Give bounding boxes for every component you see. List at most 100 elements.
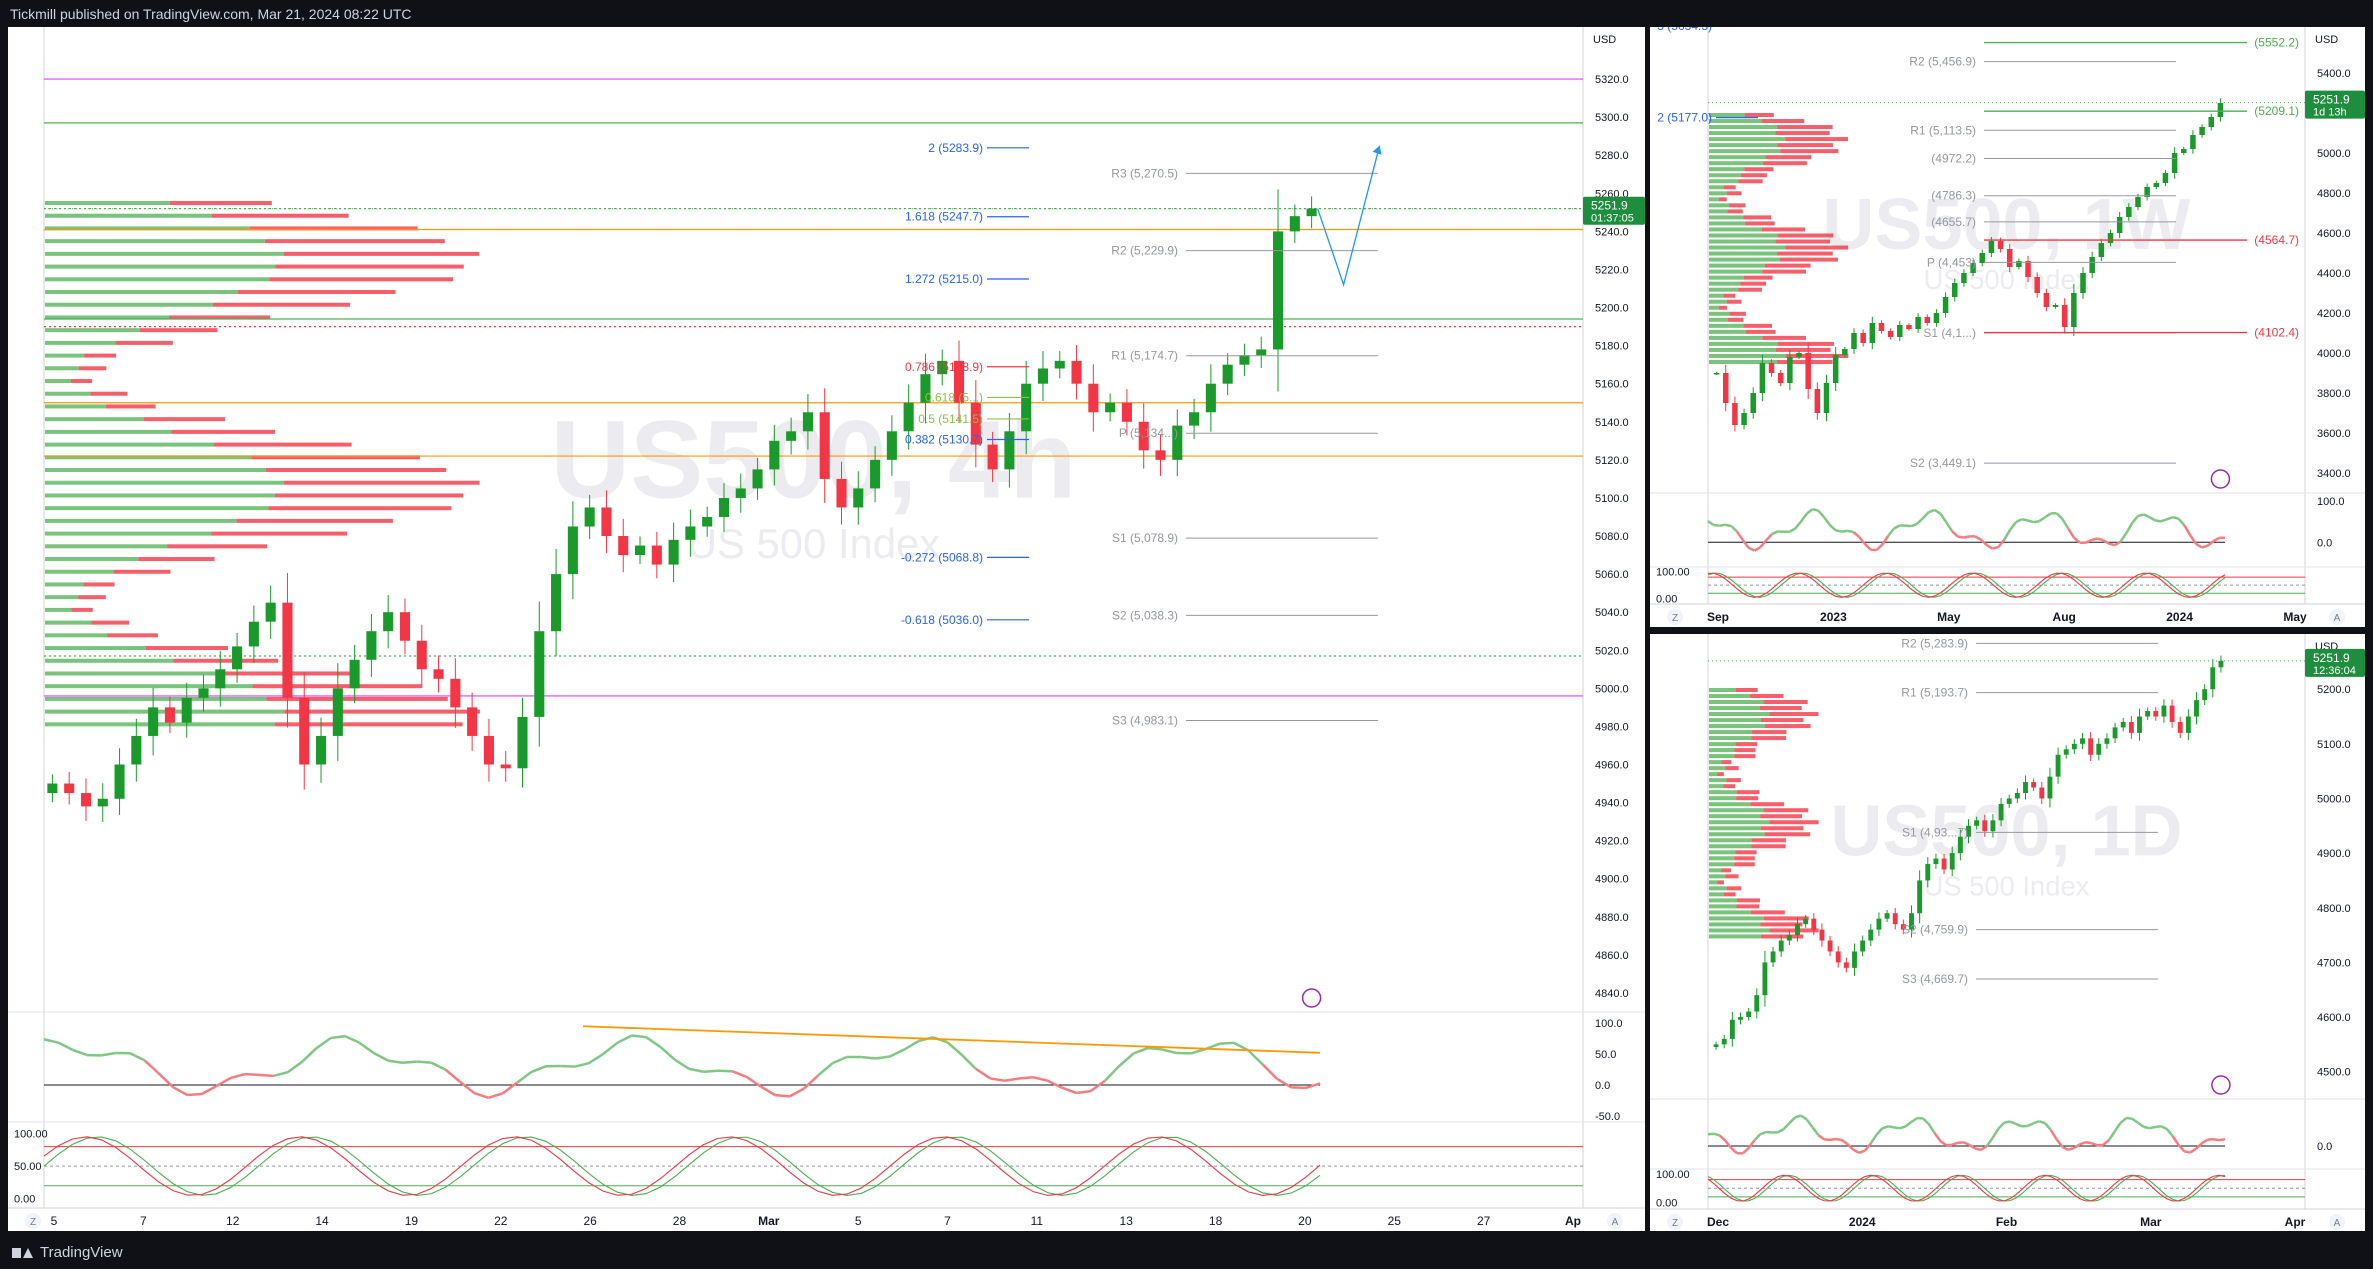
candle-body	[534, 631, 545, 717]
volume-profile-up-bar	[1709, 760, 1722, 765]
candle-body	[1909, 913, 1914, 930]
osc-line-segment	[258, 1073, 274, 1078]
osc-line-segment	[1753, 546, 1761, 552]
osc-line-segment	[1869, 1134, 1878, 1145]
osc-line-segment	[315, 1036, 332, 1050]
osc-line-segment	[2213, 1137, 2220, 1142]
candle-body	[1778, 940, 1784, 952]
volume-profile-down-bar	[1723, 892, 1736, 897]
pivot-level-label: S2 (3,449.1)	[1910, 456, 1976, 470]
candle-body	[1933, 858, 1939, 865]
volume-profile-up-bar	[1709, 742, 1736, 747]
candle-body	[2153, 183, 2160, 187]
volume-profile-up-bar	[1709, 317, 1728, 322]
candle-body	[433, 669, 444, 679]
volume-profile-down-bar	[113, 569, 171, 574]
candle-body	[2194, 700, 2199, 717]
y-tick-label: 5100.0	[1595, 493, 1629, 505]
volume-profile-up-bar	[1709, 688, 1736, 692]
osc-line-segment	[402, 1060, 417, 1064]
osc-line-segment	[502, 1081, 518, 1095]
volume-profile-down-bar	[237, 290, 396, 295]
last-price-tag	[2305, 648, 2365, 677]
osc-line-segment	[861, 1055, 876, 1060]
osc-line-segment	[2149, 1125, 2156, 1130]
candle-body	[1795, 924, 1800, 936]
osc-line-segment	[1004, 1077, 1020, 1082]
y-tick-label: 4840.0	[1595, 988, 1629, 1000]
candle-body	[920, 374, 931, 403]
volume-profile-up-bar	[1709, 131, 1776, 136]
osc-line-segment	[230, 1072, 246, 1080]
volume-profile-down-bar	[1718, 197, 1727, 202]
volume-profile-up-bar	[45, 709, 285, 714]
volume-profile-down-bar	[1736, 904, 1759, 909]
candle-body	[1088, 383, 1099, 413]
osc-line-segment	[2021, 518, 2028, 522]
candle-body	[1256, 349, 1267, 356]
osc-line-segment	[1951, 530, 1959, 538]
candle-body	[903, 402, 914, 432]
osc-line-segment	[2195, 542, 2203, 549]
osc-line-segment	[659, 1046, 676, 1061]
volume-profile-down-bar	[1769, 820, 1819, 825]
candle-body	[752, 469, 763, 489]
main-chart-pane[interactable]: US500, 4h US 500 Index USD 5320.0 5300.0 5280…	[8, 27, 1645, 1231]
candle-body	[1777, 373, 1784, 383]
osc-line-segment	[416, 1060, 432, 1064]
candle-body	[1805, 353, 1811, 389]
volume-profile-down-bar	[1725, 766, 1739, 771]
volume-profile-down-bar	[1726, 299, 1742, 304]
y-tick-label: 4800.0	[2317, 188, 2351, 200]
candle-body	[1770, 951, 1776, 963]
volume-profile-up-bar	[1709, 299, 1727, 304]
candle-body	[1037, 368, 1049, 384]
volume-profile-up-bar	[1709, 113, 1745, 117]
osc-line-segment	[946, 1041, 963, 1056]
volume-profile-up-bar	[1709, 700, 1764, 705]
candle-body	[383, 612, 394, 632]
osc-line-segment	[1893, 1126, 1900, 1130]
osc-line-segment	[975, 1067, 991, 1080]
candle-body	[2218, 660, 2224, 668]
volume-profile-down-bar	[1726, 191, 1742, 196]
candle-body	[2071, 743, 2077, 750]
y-tick-label: 5140.0	[1595, 417, 1629, 429]
volume-profile-up-bar	[1709, 706, 1761, 711]
volume-profile-down-bar	[1745, 221, 1775, 226]
pivot-level-label: S1 (4,1...)	[1923, 326, 1976, 340]
osc-line-segment	[1247, 1049, 1264, 1066]
osc-line-segment	[602, 1041, 619, 1056]
last-price-value: 5251.9	[1591, 199, 1628, 213]
volume-profile-up-bar	[1709, 227, 1762, 232]
osc-line-segment	[1765, 533, 1773, 542]
osc-line-segment	[2026, 1122, 2034, 1128]
y-tick-label: 4700.0	[2317, 957, 2351, 969]
volume-profile-up-bar	[1709, 257, 1780, 262]
volume-profile-down-bar	[211, 213, 349, 218]
osc-line-segment	[1782, 1122, 1791, 1131]
tradingview-brand[interactable]: TradingView	[12, 1244, 123, 1261]
candle-body	[1004, 431, 1015, 470]
candle-body	[2217, 103, 2224, 117]
volume-profile-up-bar	[45, 264, 276, 269]
candle-body	[2162, 173, 2169, 183]
candle-body	[1189, 412, 1200, 426]
volume-profile-down-bar	[1744, 167, 1774, 172]
last-price-tag	[1583, 196, 1645, 225]
candle-body	[1924, 317, 1931, 323]
candle-body	[399, 612, 411, 641]
candle-body	[483, 735, 494, 765]
osc-line-segment	[1161, 1048, 1177, 1055]
candle-body	[2128, 721, 2134, 733]
osc-line-segment	[2015, 1122, 2023, 1128]
stoch-tick-label: 0.00	[1656, 1198, 1677, 1210]
candle-body	[836, 478, 847, 508]
osc-line-segment	[588, 1052, 604, 1065]
volume-profile-down-bar	[211, 531, 348, 536]
daily-chart-pane[interactable]: US500, 1D US 500 Index USD 5200.0 5100.0 5000…	[1650, 634, 2365, 1231]
volume-profile-down-bar	[171, 429, 275, 434]
osc-line-segment	[1847, 529, 1854, 534]
candle-body	[1121, 402, 1132, 422]
